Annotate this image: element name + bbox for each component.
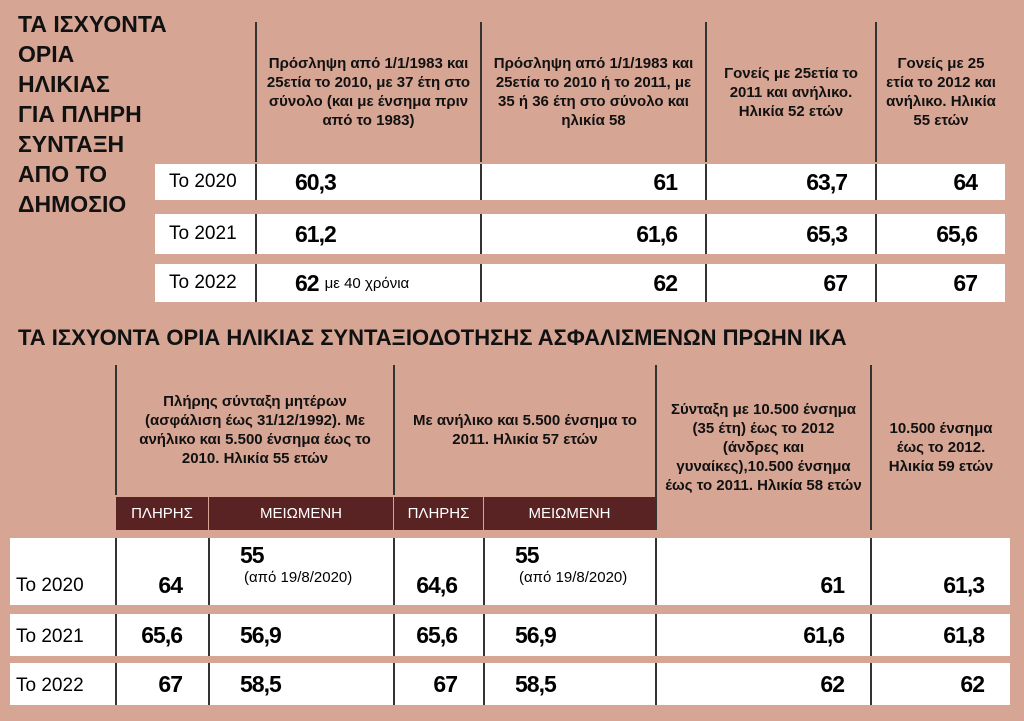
column-header: Γονείς με 25ετία το 2011 και ανήλικο. Ηλ…	[705, 22, 875, 162]
table-cell: 55 (από 19/8/2020)	[483, 538, 655, 605]
column-header: Πρόσληψη από 1/1/1983 και 25ετία το 2010…	[480, 22, 705, 162]
table-cell: 62	[655, 663, 870, 705]
cell-value: 67	[433, 670, 458, 697]
table-cell: 65,6	[115, 614, 208, 656]
cell-value: 65,3	[806, 220, 848, 247]
table-cell: 61,6	[655, 614, 870, 656]
cell-value: 61,8	[943, 621, 985, 648]
row-label: Το 2021	[155, 214, 255, 254]
cell-value: 64,6	[416, 572, 458, 598]
cell-note: με 40 χρόνια	[324, 274, 410, 292]
table-cell: 67	[875, 264, 1005, 302]
cell-value: 55	[240, 542, 265, 568]
table-cell: 65,6	[875, 214, 1005, 254]
table-cell: 65,6	[393, 614, 483, 656]
cell-value: 62	[960, 670, 985, 697]
table-cell: 56,9	[483, 614, 655, 656]
cell-value: 56,9	[515, 621, 557, 648]
row-label: Το 2021	[10, 614, 115, 656]
table-cell: 62 με 40 χρόνια	[255, 264, 480, 302]
cell-value: 60,3	[295, 168, 337, 195]
cell-value: 65,6	[141, 621, 183, 648]
title-line: ΟΡΙΑ	[18, 41, 75, 67]
title-line: ΤΑ ΙΣΧΥΟΝΤΑ	[18, 11, 167, 37]
cell-value: 65,6	[936, 220, 978, 247]
table-cell: 61,8	[870, 614, 1010, 656]
column-header: Πλήρης σύνταξη μητέρων (ασφάλιση έως 31/…	[115, 365, 393, 495]
table-cell: 64,6	[393, 538, 483, 605]
table-cell: 62	[870, 663, 1010, 705]
column-header: Γονείς με 25 ετία το 2012 και ανήλικο. Η…	[875, 22, 1005, 162]
table-cell: 61,3	[870, 538, 1010, 605]
cell-value: 67	[158, 670, 183, 697]
table-cell: 58,5	[208, 663, 393, 705]
cell-value: 61,2	[295, 220, 337, 247]
sub-header: ΜΕΙΩΜΕΝΗ	[483, 497, 655, 530]
cell-value: 58,5	[240, 670, 282, 697]
sub-header: ΜΕΙΩΜΕΝΗ	[208, 497, 393, 530]
section-title: ΤΑ ΙΣΧΥΟΝΤΑ ΟΡΙΑ ΗΛΙΚΙΑΣ ΣΥΝΤΑΞΙΟΔΟΤΗΣΗΣ…	[18, 325, 847, 350]
title-line: ΑΠΟ ΤΟ	[18, 161, 108, 187]
table-cell: 61,2	[255, 214, 480, 254]
cell-value: 64	[953, 168, 978, 195]
title-line: ΣΥΝΤΑΞΗ	[18, 131, 125, 157]
cell-value: 67	[953, 269, 978, 296]
cell-value: 67	[823, 269, 848, 296]
sub-header: ΠΛΗΡΗΣ	[115, 497, 208, 530]
cell-value: 63,7	[806, 168, 848, 195]
column-header: 10.500 ένσημα έως το 2012. Ηλικία 59 ετώ…	[870, 365, 1010, 530]
table-cell: 61,6	[480, 214, 705, 254]
title-line: ΓΙΑ ΠΛΗΡΗ	[18, 101, 142, 127]
cell-value: 61,3	[943, 572, 985, 598]
cell-value: 62	[653, 269, 678, 296]
table-cell: 65,3	[705, 214, 875, 254]
table-cell: 64	[875, 164, 1005, 200]
column-header: Σύνταξη με 10.500 ένσημα (35 έτη) έως το…	[655, 365, 870, 530]
row-label: Το 2020	[155, 164, 255, 200]
cell-value: 64	[158, 572, 183, 598]
table-cell: 67	[393, 663, 483, 705]
cell-value: 65,6	[416, 621, 458, 648]
table-cell: 63,7	[705, 164, 875, 200]
cell-note: (από 19/8/2020)	[519, 569, 628, 586]
cell-value: 61,6	[803, 621, 845, 648]
cell-value: 58,5	[515, 670, 557, 697]
cell-value: 55	[515, 542, 540, 568]
cell-value: 61,6	[636, 220, 678, 247]
title-line: ΗΛΙΚΙΑΣ	[18, 71, 110, 97]
table-cell: 67	[705, 264, 875, 302]
row-label: Το 2022	[10, 663, 115, 705]
column-header: Με ανήλικο και 5.500 ένσημα το 2011. Ηλι…	[393, 365, 655, 495]
column-header: Πρόσληψη από 1/1/1983 και 25ετία το 2010…	[255, 22, 480, 162]
row-label: Το 2020	[10, 538, 115, 605]
table-cell: 58,5	[483, 663, 655, 705]
table-cell: 61	[480, 164, 705, 200]
cell-value: 56,9	[240, 621, 282, 648]
row-label: Το 2022	[155, 264, 255, 302]
cell-value: 62	[295, 269, 320, 296]
table-cell: 61	[655, 538, 870, 605]
table-cell: 67	[115, 663, 208, 705]
cell-value: 62	[820, 670, 845, 697]
cell-note: (από 19/8/2020)	[244, 569, 353, 586]
table-cell: 60,3	[255, 164, 480, 200]
table-cell: 56,9	[208, 614, 393, 656]
table-cell: 64	[115, 538, 208, 605]
cell-value: 61	[820, 572, 845, 598]
title-line: ΔΗΜΟΣΙΟ	[18, 191, 127, 217]
cell-value: 61	[653, 168, 678, 195]
table-cell: 55 (από 19/8/2020)	[208, 538, 393, 605]
table-cell: 62	[480, 264, 705, 302]
sub-header: ΠΛΗΡΗΣ	[393, 497, 483, 530]
